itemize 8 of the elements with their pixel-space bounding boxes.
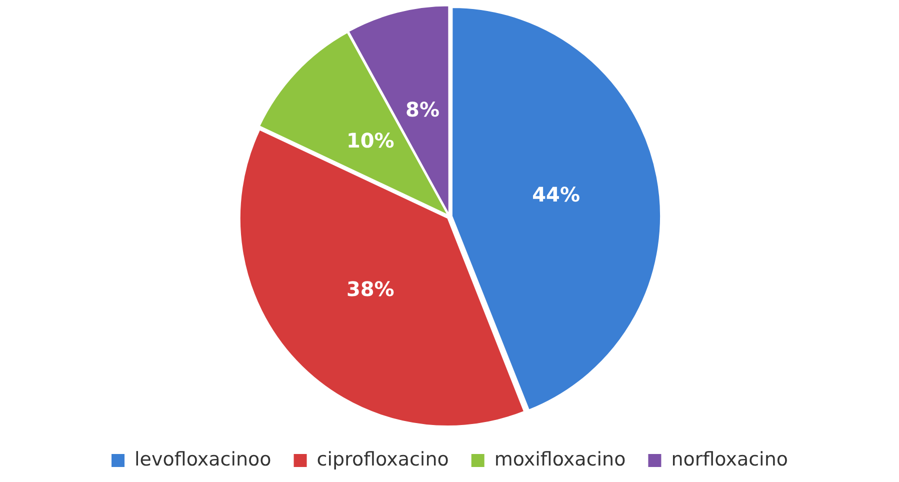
data-label: 44% — [532, 182, 580, 206]
data-label: 38% — [346, 276, 394, 301]
legend-label: moxifloxacino — [494, 448, 626, 470]
data-label: 8% — [406, 98, 440, 122]
legend-label: norfloxacino — [671, 448, 788, 470]
legend-label: levofloxacinoo — [134, 448, 272, 470]
data-label: 10% — [346, 128, 394, 152]
legend-label: ciprofloxacino — [316, 448, 449, 470]
